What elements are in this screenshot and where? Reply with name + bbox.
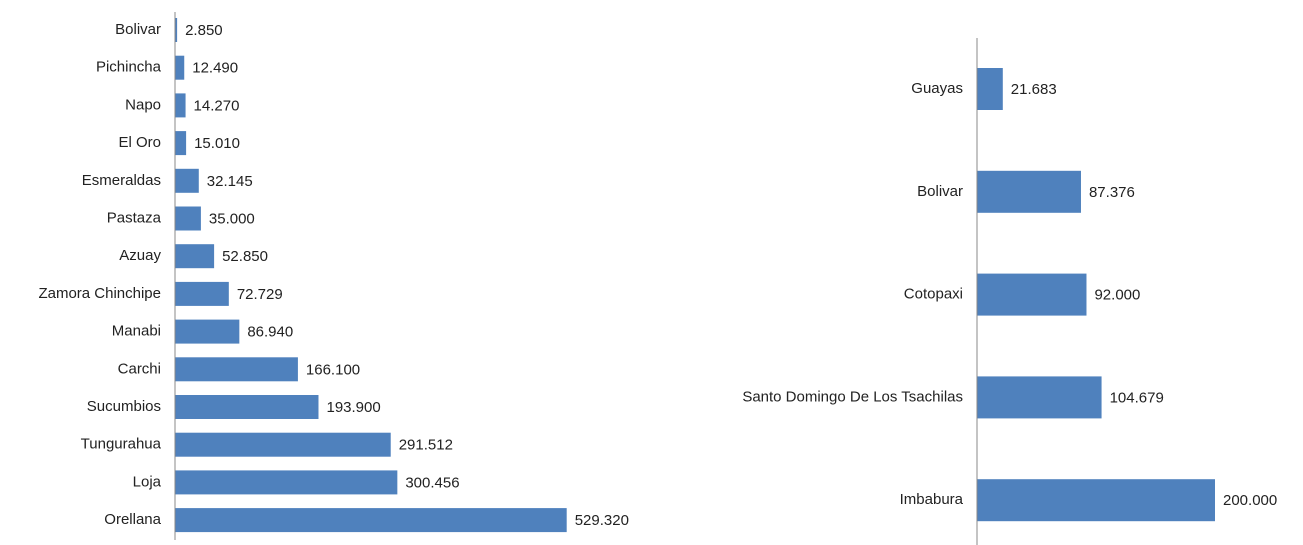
category-label: Bolivar [115, 21, 161, 38]
category-label: Sucumbios [87, 398, 161, 415]
value-label: 12.490 [192, 60, 238, 77]
category-label: El Oro [118, 134, 161, 151]
category-label: Orellana [104, 511, 161, 528]
category-label: Manabi [112, 323, 161, 340]
bar [175, 281, 229, 306]
bar [977, 170, 1081, 213]
value-label: 87.376 [1089, 184, 1135, 201]
chart: Guayas 21.683 Bolivar 87.376 Cotopaxi 92.000 S… [742, 38, 1277, 545]
category-label: Zamora Chinchipe [38, 285, 161, 302]
category-label: Pichincha [96, 59, 162, 76]
bar [175, 18, 178, 42]
category-label: Napo [125, 96, 161, 113]
category-label: Esmeraldas [82, 172, 161, 189]
value-label: 15.010 [194, 135, 240, 152]
bar [175, 93, 186, 118]
bar [175, 55, 185, 80]
category-label: Guayas [911, 80, 963, 97]
value-label: 21.683 [1011, 81, 1057, 98]
bar [977, 68, 1003, 110]
value-label: 166.100 [306, 361, 360, 378]
value-label: 86.940 [247, 324, 293, 341]
bar [175, 131, 187, 156]
chart: Bolivar 2.850 Pichincha 12.490 Napo 14.270 El … [38, 12, 629, 540]
bar [175, 168, 199, 193]
value-label: 52.850 [222, 248, 268, 265]
value-label: 300.456 [405, 474, 459, 491]
value-label: 32.145 [207, 173, 253, 190]
value-label: 14.270 [194, 97, 240, 114]
bar [175, 244, 215, 269]
category-label: Tungurahua [81, 436, 162, 453]
bar [977, 479, 1215, 522]
category-label: Santo Domingo De Los Tsachilas [742, 388, 963, 405]
bar [977, 376, 1102, 419]
value-label: 193.900 [326, 399, 380, 416]
category-label: Cotopaxi [904, 286, 963, 303]
bar [175, 432, 391, 457]
bar [175, 357, 298, 382]
bar [175, 395, 319, 419]
value-label: 2.850 [185, 22, 223, 39]
value-label: 104.679 [1110, 389, 1164, 406]
value-label: 529.320 [575, 512, 629, 529]
value-label: 72.729 [237, 286, 283, 303]
bar [175, 470, 398, 495]
value-label: 200.000 [1223, 492, 1277, 509]
category-label: Loja [133, 473, 162, 490]
category-label: Carchi [118, 360, 161, 377]
bar [175, 508, 567, 533]
value-label: 35.000 [209, 210, 255, 227]
category-label: Bolivar [917, 183, 963, 200]
bar [175, 206, 201, 231]
value-label: 92.000 [1094, 287, 1140, 304]
category-label: Azuay [119, 247, 161, 264]
category-label: Pastaza [107, 209, 162, 226]
bar [977, 273, 1087, 316]
value-label: 291.512 [399, 437, 453, 454]
bar [175, 319, 240, 344]
category-label: Imbabura [900, 491, 964, 508]
